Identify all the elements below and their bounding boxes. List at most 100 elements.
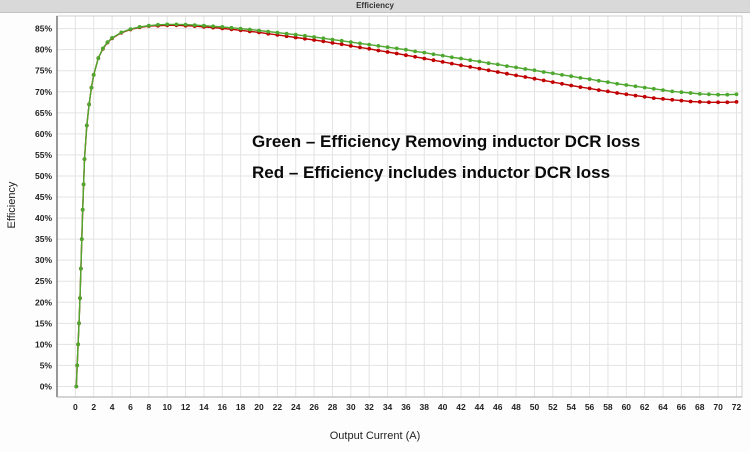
x-tick-label: 68	[695, 402, 705, 412]
series-marker	[89, 85, 94, 90]
x-tick-label: 56	[585, 402, 595, 412]
series-marker	[596, 78, 601, 83]
x-tick-label: 48	[511, 402, 521, 412]
series-marker	[293, 35, 298, 40]
series-marker	[615, 81, 619, 86]
series-marker	[725, 92, 730, 97]
series-marker	[661, 97, 665, 101]
series-marker	[651, 96, 656, 100]
series-marker	[358, 41, 362, 46]
series-marker	[110, 36, 114, 40]
y-tick-label: 50%	[35, 171, 52, 181]
series-marker	[532, 68, 537, 73]
x-tick-label: 24	[291, 402, 301, 412]
x-tick-label: 10	[162, 402, 172, 412]
x-tick-label: 72	[732, 402, 742, 412]
series-marker	[303, 36, 307, 41]
x-tick-label: 14	[199, 402, 209, 412]
series-marker	[578, 76, 583, 80]
series-marker	[385, 50, 390, 54]
series-marker	[84, 123, 89, 128]
y-tick-label: 15%	[35, 318, 52, 328]
series-marker	[578, 85, 583, 89]
series-marker	[220, 25, 225, 29]
series-marker	[679, 98, 684, 103]
series-marker	[560, 81, 564, 86]
series-marker	[87, 102, 91, 107]
annotation-green: Green – Efficiency Removing inductor DCR…	[252, 132, 641, 151]
series-marker	[74, 384, 79, 389]
series-marker	[477, 66, 482, 71]
series-marker	[211, 24, 216, 29]
series-marker	[486, 61, 491, 66]
x-tick-label: 12	[181, 402, 191, 412]
series-marker	[312, 35, 316, 39]
y-tick-label: 80%	[35, 45, 52, 55]
x-tick-label: 22	[273, 402, 283, 412]
series-marker	[642, 85, 647, 90]
series-marker	[79, 266, 83, 271]
series-marker	[697, 100, 702, 104]
series-marker	[146, 23, 151, 28]
series-marker	[76, 342, 80, 347]
series-marker	[523, 75, 528, 79]
series-marker	[569, 74, 574, 79]
series-marker	[367, 42, 372, 47]
series-marker	[468, 65, 473, 69]
series-marker	[156, 22, 160, 27]
y-tick-label: 35%	[35, 234, 52, 244]
series-marker	[707, 100, 711, 105]
x-tick-label: 34	[383, 402, 393, 412]
series-marker	[688, 99, 693, 104]
series-marker	[266, 29, 271, 34]
series-marker	[560, 73, 564, 77]
series-marker	[385, 45, 390, 50]
series-marker	[541, 78, 546, 83]
series-marker	[477, 59, 482, 64]
series-marker	[541, 70, 546, 74]
x-axis-title: Output Current (A)	[329, 430, 421, 442]
x-tick-label: 8	[146, 402, 151, 412]
series-marker	[183, 22, 188, 27]
series-marker	[449, 61, 454, 66]
series-marker	[257, 28, 261, 33]
chart-title-bar: Efficiency	[0, 0, 750, 13]
series-marker	[413, 49, 417, 54]
series-marker	[80, 207, 85, 212]
series-marker	[431, 52, 436, 57]
x-tick-label: 2	[91, 402, 96, 412]
series-marker	[348, 40, 353, 44]
series-marker	[137, 25, 142, 29]
y-tick-label: 45%	[35, 192, 52, 202]
series-marker	[734, 92, 739, 97]
series-marker	[91, 73, 96, 77]
chart-annotations: Green – Efficiency Removing inductor DCR…	[252, 126, 640, 188]
series-marker	[569, 83, 574, 88]
series-marker	[394, 46, 399, 51]
series-marker	[642, 94, 647, 99]
series-marker	[514, 73, 518, 78]
x-tick-label: 38	[420, 402, 430, 412]
series-marker	[468, 58, 473, 63]
series-marker	[367, 46, 372, 51]
series-marker	[96, 56, 101, 60]
series-marker	[404, 53, 408, 58]
series-marker	[293, 32, 298, 37]
y-tick-label: 10%	[35, 339, 52, 349]
x-tick-label: 44	[475, 402, 485, 412]
y-tick-label: 55%	[35, 150, 52, 160]
x-tick-label: 6	[128, 402, 133, 412]
series-marker	[606, 89, 610, 94]
series-marker	[532, 76, 537, 81]
x-tick-label: 58	[603, 402, 613, 412]
series-marker	[550, 71, 555, 76]
series-marker	[376, 44, 381, 48]
x-tick-label: 70	[713, 402, 723, 412]
series-marker	[79, 237, 84, 242]
series-marker	[165, 22, 170, 27]
series-marker	[422, 50, 427, 55]
series-marker	[670, 97, 675, 102]
series-marker	[624, 83, 629, 87]
x-tick-label: 28	[328, 402, 338, 412]
